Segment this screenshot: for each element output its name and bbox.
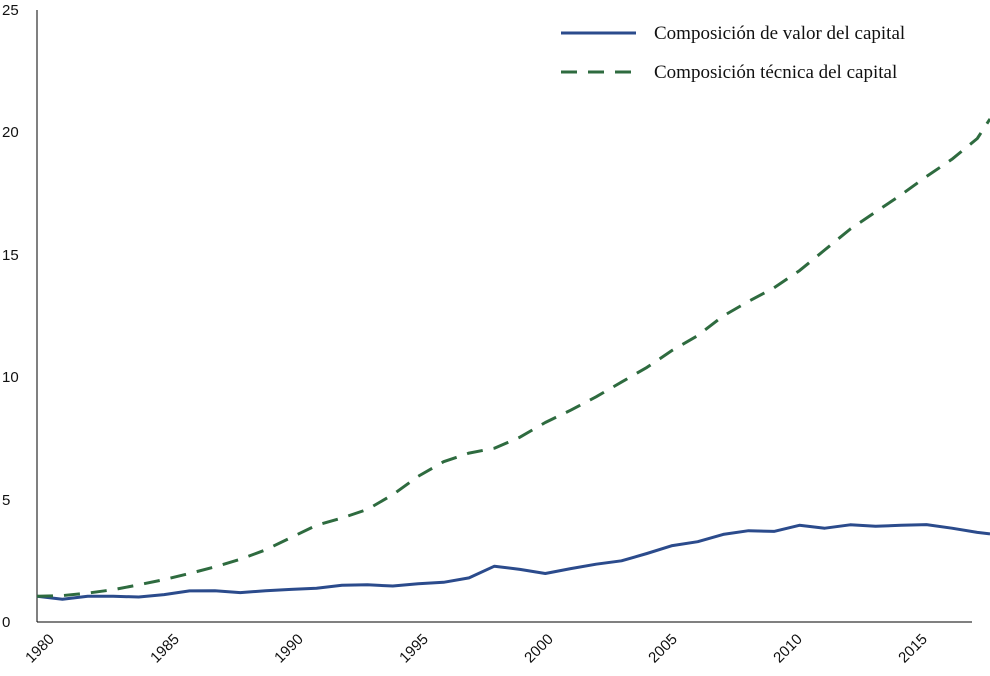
series-line-composicion-de-valor <box>36 523 990 601</box>
y-tick-label-15: 15 <box>2 247 19 264</box>
x-tick-label-2015: 2015 <box>895 631 931 667</box>
x-tick-label-1980: 1980 <box>22 631 58 667</box>
x-tick-label-1990: 1990 <box>271 631 307 667</box>
x-tick-label-1985: 1985 <box>147 631 183 667</box>
y-tick-label-20: 20 <box>2 124 19 141</box>
legend-label-valor: Composición de valor del capital <box>654 23 905 44</box>
x-tick-label-2000: 2000 <box>521 631 557 667</box>
series-line-composicion-tecnica <box>36 118 990 598</box>
legend-label-tecnica: Composición técnica del capital <box>654 62 897 83</box>
y-tick-labels: 0 5 10 15 20 25 <box>2 2 19 631</box>
y-tick-label-25: 25 <box>2 2 19 19</box>
x-tick-label-1995: 1995 <box>396 631 432 667</box>
y-tick-label-10: 10 <box>2 369 19 386</box>
y-tick-label-0: 0 <box>2 614 10 631</box>
x-tick-label-2005: 2005 <box>645 631 681 667</box>
legend: Composición de valor del capital Composi… <box>561 23 905 83</box>
x-tick-labels: 1980 1985 1990 1995 2000 2005 2010 2015 <box>22 631 931 667</box>
x-tick-label-2010: 2010 <box>770 631 806 667</box>
y-tick-label-5: 5 <box>2 492 10 509</box>
